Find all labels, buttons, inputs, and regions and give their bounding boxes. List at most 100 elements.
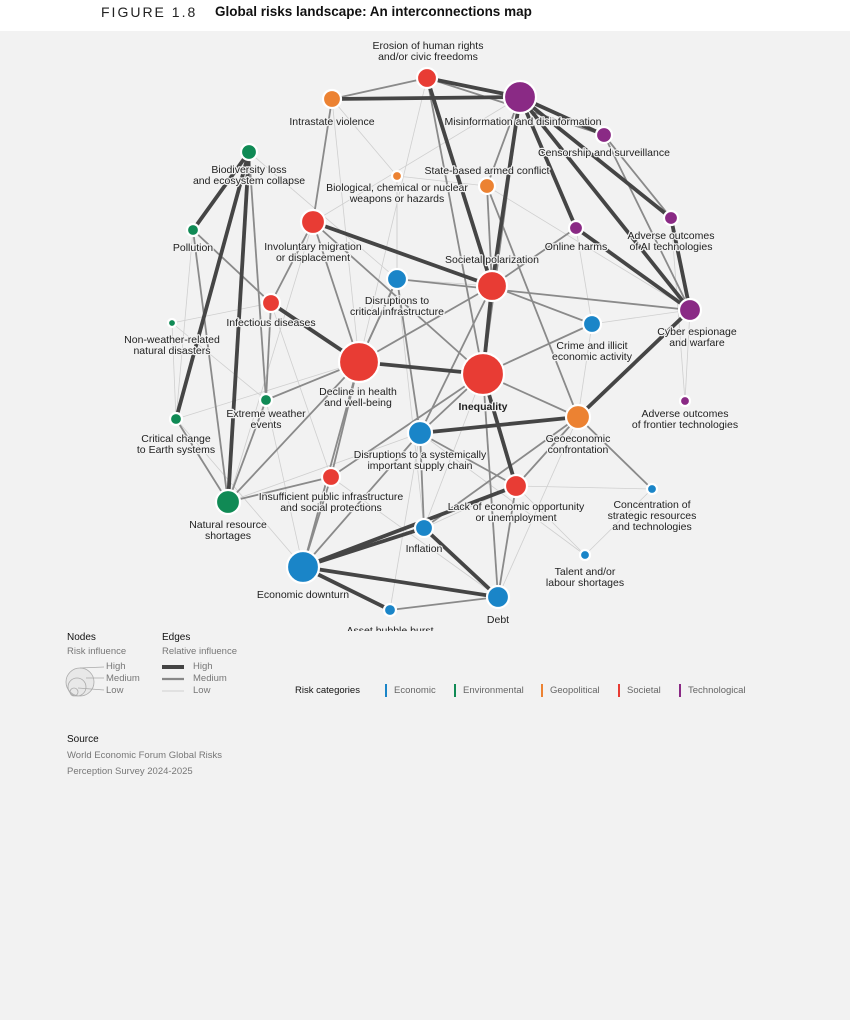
node-label: Disruptions to a systemically — [354, 449, 487, 461]
node-label: or unemployment — [475, 512, 556, 524]
edge-9-28 — [227, 221, 314, 503]
edge-8-28 — [192, 229, 229, 503]
node-label: Misinformation and disinformation — [445, 116, 602, 128]
category-technological: Technological — [679, 684, 746, 697]
edge-9-18 — [312, 221, 360, 363]
node-25 — [320, 466, 342, 488]
edge-31-24 — [302, 432, 421, 568]
node-label: important supply chain — [367, 460, 472, 472]
edge-9-14 — [270, 221, 314, 304]
node-26 — [503, 473, 529, 499]
edge-29-24 — [419, 432, 425, 529]
node-33 — [382, 602, 398, 618]
node-label: of AI technologies — [630, 241, 713, 253]
category-environmental: Environmental — [454, 684, 524, 697]
edge-4-16 — [603, 134, 691, 311]
node-label: and social protections — [280, 502, 382, 514]
edge-13-17 — [491, 285, 593, 325]
edges-layer — [171, 76, 692, 612]
edge-12-24 — [396, 278, 421, 434]
node-label: Extreme weather — [226, 408, 306, 420]
edge-19-9 — [312, 221, 484, 375]
node-label: Disruptions to — [365, 295, 429, 307]
node-label: economic activity — [552, 351, 633, 363]
edge-13-10 — [491, 227, 577, 287]
node-32 — [485, 584, 511, 610]
node-label: Debt — [487, 614, 509, 626]
legend-node-medium: Medium — [106, 673, 140, 684]
edge-10-17 — [575, 227, 593, 325]
node-label: Natural resource — [189, 519, 267, 531]
edge-26-32 — [497, 485, 517, 598]
node-label: Concentration of — [613, 499, 690, 511]
node-label: Intrastate violence — [289, 116, 374, 128]
node-2 — [502, 79, 538, 115]
node-label: Pollution — [173, 242, 213, 254]
edge-20-31 — [265, 399, 304, 568]
edge-5-8 — [191, 150, 251, 232]
edge-31-26 — [302, 484, 517, 569]
edge-24-23 — [419, 415, 579, 435]
node-label: Economic downturn — [257, 589, 349, 601]
edge-27-26 — [515, 485, 653, 490]
node-label: Cyber espionage — [657, 326, 737, 338]
edge-15-21 — [171, 322, 177, 420]
edge-13-24 — [419, 285, 493, 434]
risk-categories-title: Risk categories — [295, 685, 360, 696]
node-19 — [460, 351, 506, 397]
node-1 — [415, 66, 439, 90]
node-12 — [385, 267, 409, 291]
edge-4-11 — [603, 134, 672, 219]
node-label: Non-weather-related — [124, 334, 220, 346]
edge-11-16 — [669, 217, 692, 311]
edge-13-18 — [358, 285, 493, 363]
edge-20-28 — [227, 399, 267, 503]
edge-23-32 — [497, 416, 579, 598]
node-label: events — [251, 419, 282, 431]
node-label: Asset bubble burst — [347, 625, 434, 631]
edge-25-32 — [330, 476, 499, 598]
node-label: strategic resources — [608, 510, 697, 522]
legend-node-low: Low — [106, 685, 124, 696]
edge-15-20 — [171, 322, 267, 401]
edge-6-3 — [331, 98, 398, 177]
node-label: Societal polarization — [445, 254, 539, 266]
node-label: labour shortages — [546, 577, 624, 589]
edge-3-9 — [312, 98, 333, 223]
node-label: Involuntary migration — [264, 241, 362, 253]
node-label: Insufficient public infrastructure — [259, 491, 404, 503]
node-label: Lack of economic opportunity — [448, 501, 585, 513]
edge-20-14 — [265, 302, 272, 401]
edge-14-15 — [171, 302, 272, 324]
edge-14-25 — [270, 302, 332, 478]
edge-weight-legend — [162, 665, 184, 692]
edge-13-7 — [486, 185, 493, 287]
edge-29-32 — [422, 526, 500, 599]
edge-2-9 — [312, 96, 521, 223]
edge-5-28 — [226, 151, 251, 503]
edge-23-26 — [515, 416, 579, 487]
node-label: Biodiversity loss — [211, 164, 286, 176]
node-label: confrontation — [548, 444, 609, 456]
edge-30-24 — [419, 432, 586, 556]
edge-2-16 — [518, 95, 692, 312]
edge-17-16 — [591, 309, 691, 325]
node-label: critical infrastructure — [350, 306, 444, 318]
node-16 — [677, 297, 703, 323]
edge-2-11 — [518, 95, 673, 220]
node-8 — [185, 222, 201, 238]
edge-24-26 — [419, 432, 517, 487]
edge-26-30 — [515, 485, 586, 556]
edge-1-3 — [331, 77, 428, 100]
legend-edge-low: Low — [193, 685, 211, 696]
node-label: Adverse outcomes — [628, 230, 715, 242]
node-label: and/or civic freedoms — [378, 51, 478, 63]
node-label: and technologies — [612, 521, 691, 533]
edge-25-28 — [227, 476, 332, 503]
edge-10-16 — [574, 226, 692, 312]
node-15 — [166, 317, 178, 329]
node-7 — [477, 176, 497, 196]
node-label: and warfare — [669, 337, 725, 349]
node-label: State-based armed conflict — [425, 165, 550, 177]
